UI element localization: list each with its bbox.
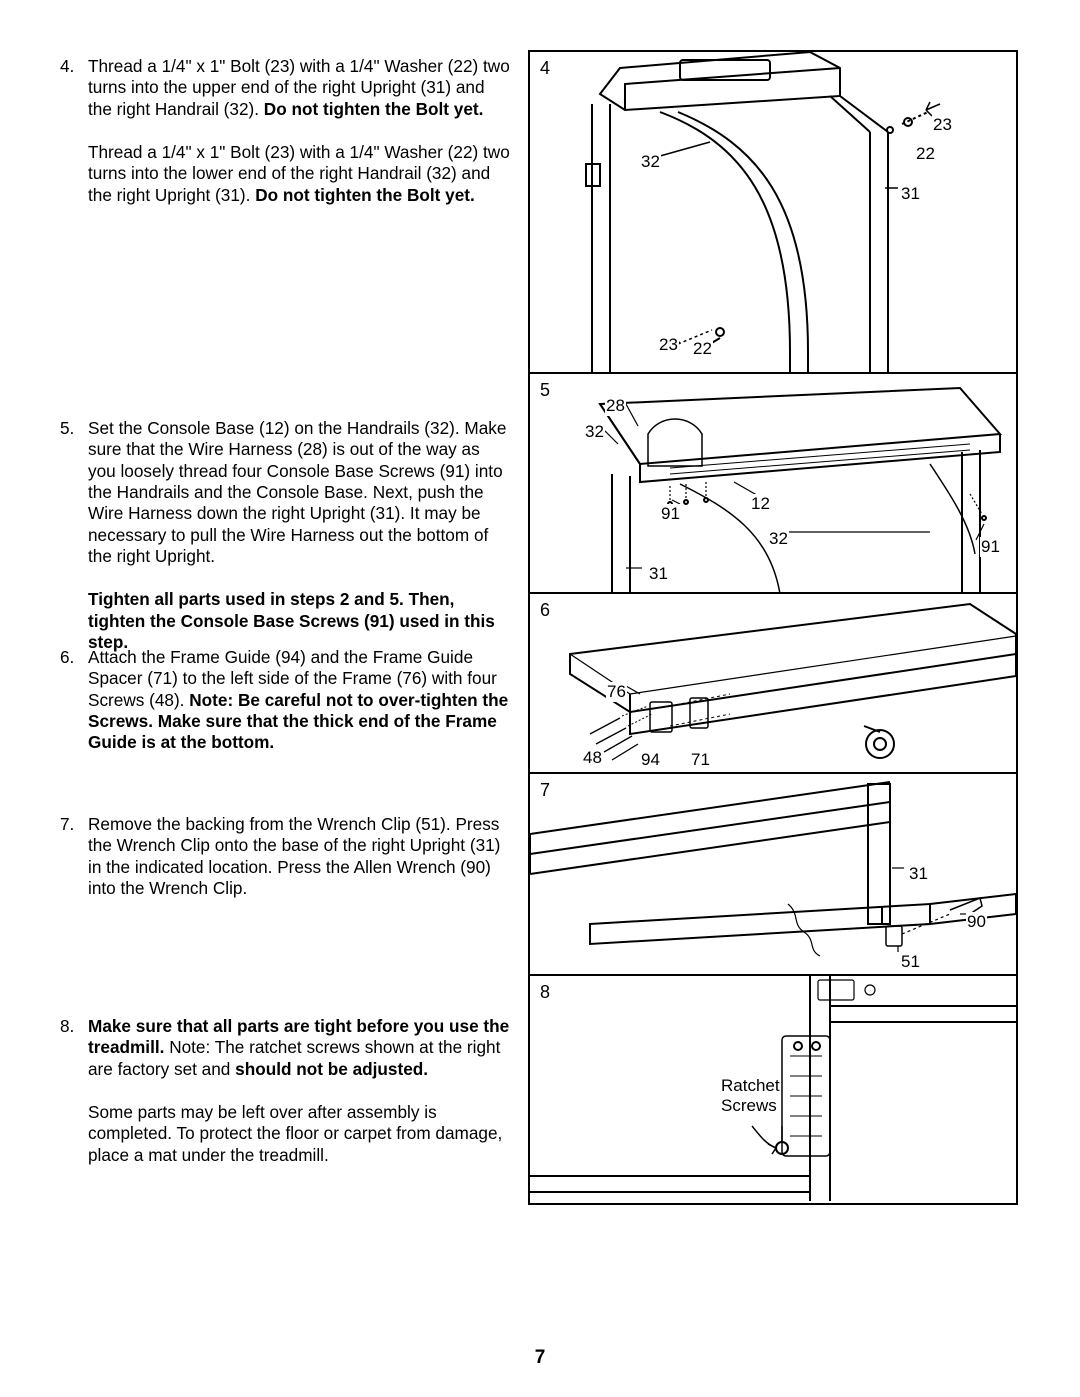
step-paragraph: Thread a 1/4" x 1" Bolt (23) with a 1/4"…: [88, 142, 510, 206]
diagram-callout-label: 48: [582, 748, 603, 768]
assembly-step: 8. Make sure that all parts are tight bef…: [60, 1016, 510, 1188]
diagram-callout-label: 12: [750, 494, 771, 514]
diagram-callout-label: 32: [768, 529, 789, 549]
two-column-layout: 4. Thread a 1/4" x 1" Bolt (23) with a 1/…: [60, 50, 1020, 1300]
step-number: 8.: [60, 1016, 74, 1037]
step-paragraph: Tighten all parts used in steps 2 and 5.…: [88, 589, 510, 653]
diagram-step-number: 7: [540, 780, 550, 801]
diagram-callout-label: 28: [605, 396, 626, 416]
diagram-callout-label: 51: [900, 952, 921, 972]
step-number: 7.: [60, 814, 74, 835]
instructions-column: 4. Thread a 1/4" x 1" Bolt (23) with a 1/…: [60, 50, 510, 1300]
treadmill-upright-diagram: [530, 52, 1016, 374]
diagram-callout-label: 90: [966, 912, 987, 932]
step-paragraph: Thread a 1/4" x 1" Bolt (23) with a 1/4"…: [88, 56, 510, 120]
diagram-callout-label: Ratchet: [720, 1076, 781, 1096]
wrench-clip-diagram: [530, 774, 1016, 976]
assembly-step: 7. Remove the backing from the Wrench Cli…: [60, 814, 510, 921]
diagram-panel-5: 5: [530, 374, 1016, 594]
diagram-callout-label: 91: [660, 504, 681, 524]
text-run: Some parts may be left over after assemb…: [88, 1102, 502, 1165]
step-number: 6.: [60, 647, 74, 668]
diagram-callout-label: 22: [915, 144, 936, 164]
diagram-stack: 4: [528, 50, 1018, 1205]
diagram-column: 4: [528, 50, 1018, 1300]
diagram-callout-label: Screws: [720, 1096, 778, 1116]
diagram-step-number: 6: [540, 600, 550, 621]
diagram-step-number: 5: [540, 380, 550, 401]
diagram-callout-label: 32: [640, 152, 661, 172]
diagram-callout-label: 32: [584, 422, 605, 442]
text-run: Tighten all parts used in steps 2 and 5.…: [88, 589, 495, 652]
assembly-step: 5. Set the Console Base (12) on the Handr…: [60, 418, 510, 675]
diagram-callout-label: 76: [606, 682, 627, 702]
text-run: Do not tighten the Bolt yet.: [255, 185, 475, 205]
diagram-callout-label: 94: [640, 750, 661, 770]
diagram-callout-label: 31: [648, 564, 669, 584]
step-paragraph: Make sure that all parts are tight befor…: [88, 1016, 510, 1080]
frame-guide-diagram: [530, 594, 1016, 774]
manual-page: 4. Thread a 1/4" x 1" Bolt (23) with a 1/…: [0, 0, 1080, 1397]
diagram-panel-7: 7: [530, 774, 1016, 976]
step-paragraph: Attach the Frame Guide (94) and the Fram…: [88, 647, 510, 754]
assembly-step: 6. Attach the Frame Guide (94) and the Fr…: [60, 647, 510, 776]
diagram-panel-8: 8: [530, 976, 1016, 1201]
text-run: Remove the backing from the Wrench Clip …: [88, 814, 500, 898]
step-paragraph: Set the Console Base (12) on the Handrai…: [88, 418, 510, 567]
assembly-step: 4. Thread a 1/4" x 1" Bolt (23) with a 1/…: [60, 56, 510, 228]
step-paragraph: Some parts may be left over after assemb…: [88, 1102, 510, 1166]
diagram-callout-label: 31: [900, 184, 921, 204]
diagram-callout-label: 22: [692, 339, 713, 359]
diagram-step-number: 4: [540, 58, 550, 79]
text-run: should not be adjusted.: [235, 1059, 428, 1079]
diagram-callout-label: 71: [690, 750, 711, 770]
diagram-callout-label: 23: [658, 335, 679, 355]
console-base-diagram: [530, 374, 1016, 594]
text-run: Set the Console Base (12) on the Handrai…: [88, 418, 506, 566]
diagram-step-number: 8: [540, 982, 550, 1003]
diagram-callout-label: 91: [980, 537, 1001, 557]
diagram-callout-label: 31: [908, 864, 929, 884]
step-paragraph: Remove the backing from the Wrench Clip …: [88, 814, 510, 899]
step-number: 4.: [60, 56, 74, 77]
diagram-callout-label: 23: [932, 115, 953, 135]
diagram-panel-6: 6: [530, 594, 1016, 774]
step-number: 5.: [60, 418, 74, 439]
page-number: 7: [0, 1347, 1080, 1369]
diagram-panel-4: 4: [530, 52, 1016, 374]
text-run: Do not tighten the Bolt yet.: [264, 99, 484, 119]
